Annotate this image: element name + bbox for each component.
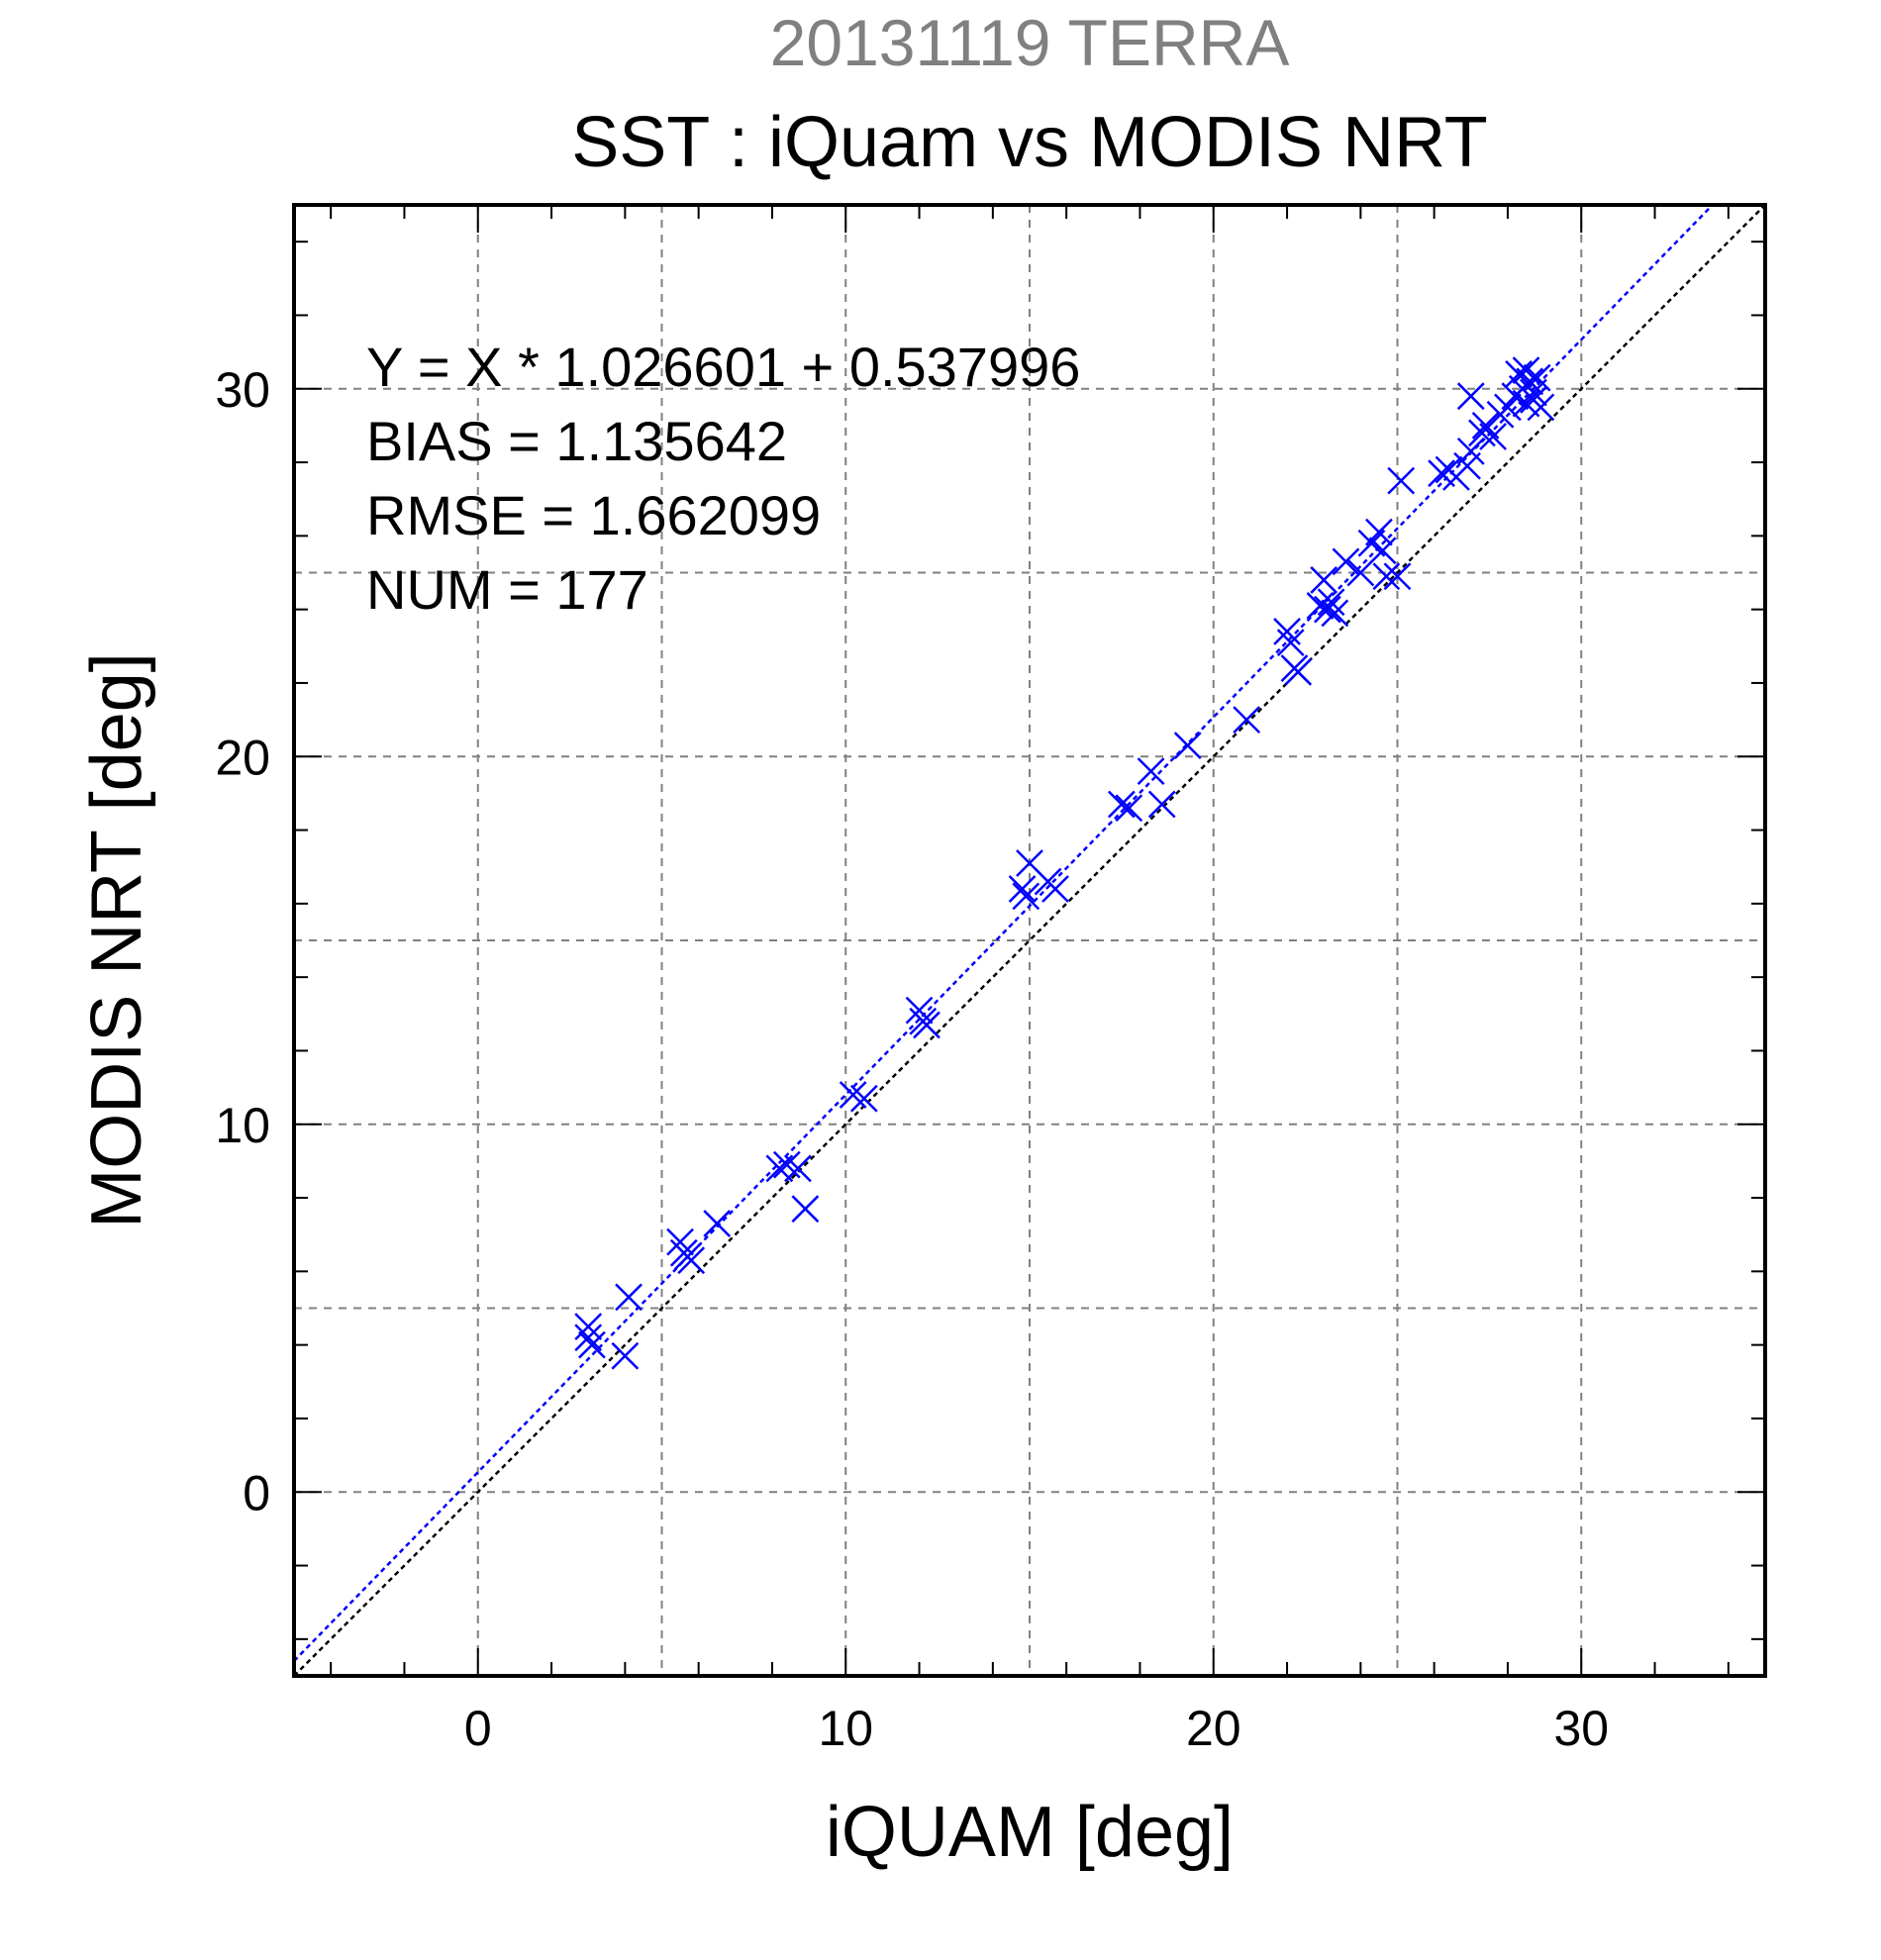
- data-point: [1516, 367, 1544, 396]
- stat-regression: Y = X * 1.026601 + 0.537996: [366, 336, 1080, 398]
- data-point: [1284, 657, 1313, 686]
- data-point: [1317, 588, 1345, 617]
- data-point: [1276, 629, 1305, 656]
- data-point: [611, 1341, 640, 1370]
- data-point: [905, 996, 934, 1025]
- x-tick-label: 20: [1186, 1701, 1241, 1756]
- data-point: [1456, 382, 1485, 411]
- plot-frame: [292, 203, 1767, 1678]
- data-point: [1456, 438, 1485, 465]
- data-point: [1147, 790, 1176, 819]
- data-point: [1233, 706, 1261, 734]
- x-tick-label: 0: [464, 1701, 492, 1756]
- data-point: [1310, 566, 1338, 594]
- stat-rmse: RMSE = 1.662099: [366, 484, 821, 546]
- minor-ticks: [294, 205, 1765, 1676]
- data-point: [1383, 562, 1412, 591]
- data-point: [1173, 732, 1202, 759]
- data-point: [839, 1081, 867, 1109]
- data-point: [1520, 386, 1547, 414]
- x-axis-label: iQUAM [deg]: [826, 1793, 1234, 1872]
- data-point: [791, 1195, 820, 1224]
- data-point: [1008, 875, 1037, 903]
- data-point: [615, 1283, 643, 1312]
- data-point: [784, 1154, 812, 1183]
- stats-box: Y = X * 1.026601 + 0.537996 BIAS = 1.135…: [366, 336, 1080, 621]
- stat-num: NUM = 177: [366, 558, 648, 621]
- grid-lines: [294, 205, 1765, 1676]
- data-point: [1012, 882, 1040, 911]
- x-tick-label: 30: [1553, 1701, 1609, 1756]
- data-point: [849, 1084, 878, 1113]
- data-point: [677, 1246, 706, 1275]
- data-point: [666, 1227, 694, 1256]
- data-point: [1041, 875, 1069, 903]
- data-point: [1368, 537, 1397, 565]
- y-axis-label: MODIS NRT [deg]: [77, 652, 156, 1228]
- y-tick-label: 10: [215, 1098, 270, 1153]
- data-point: [1365, 518, 1393, 546]
- data-point: [1387, 466, 1416, 495]
- y-tick-label: 30: [215, 362, 270, 418]
- data-point: [1332, 547, 1360, 576]
- y-tick-label: 20: [215, 730, 270, 785]
- data-point: [1512, 356, 1540, 385]
- tick-labels: 0 10 20 30 0 10 20 30: [215, 362, 1609, 1756]
- data-point: [1314, 595, 1341, 624]
- data-point: [1273, 618, 1301, 645]
- data-point: [1479, 423, 1507, 450]
- data-point: [574, 1323, 603, 1352]
- data-point: [1321, 599, 1349, 628]
- y-tick-label: 0: [243, 1465, 270, 1520]
- data-point: [1115, 794, 1143, 823]
- data-point: [703, 1210, 732, 1237]
- data-point: [574, 1313, 603, 1340]
- chart-title: 20131119 TERRA: [770, 6, 1290, 79]
- chart-subtitle: SST : iQuam vs MODIS NRT: [571, 103, 1488, 182]
- x-tick-label: 10: [818, 1701, 873, 1756]
- data-point: [913, 1011, 940, 1039]
- stat-bias: BIAS = 1.135642: [366, 410, 787, 472]
- data-point: [1346, 558, 1375, 587]
- data-point: [1137, 757, 1165, 785]
- data-point: [1107, 790, 1136, 819]
- data-point: [1372, 562, 1401, 591]
- data-point: [578, 1330, 606, 1359]
- data-points: [574, 356, 1555, 1370]
- data-point: [772, 1150, 801, 1179]
- data-point: [1306, 592, 1335, 620]
